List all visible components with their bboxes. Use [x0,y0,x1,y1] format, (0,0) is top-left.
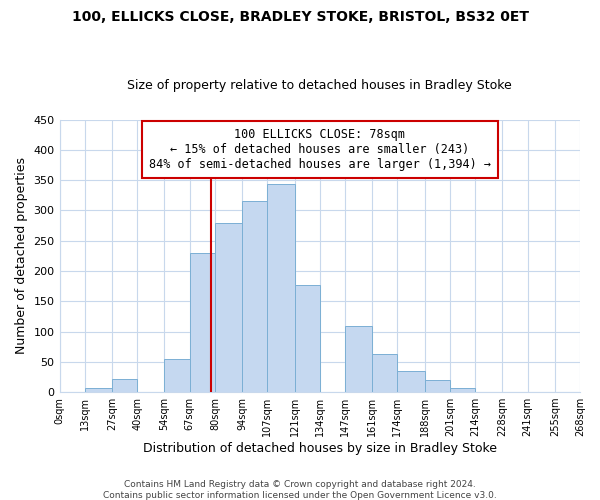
Bar [345,326,372,392]
Y-axis label: Number of detached properties: Number of detached properties [15,158,28,354]
Bar [190,253,215,392]
Bar [425,380,450,392]
Bar [215,222,242,392]
X-axis label: Distribution of detached houses by size in Bradley Stoke: Distribution of detached houses by size … [143,442,497,455]
Bar [164,359,190,392]
Text: Contains HM Land Registry data © Crown copyright and database right 2024.
Contai: Contains HM Land Registry data © Crown c… [103,480,497,500]
Bar [450,388,475,392]
Text: 100, ELLICKS CLOSE, BRADLEY STOKE, BRISTOL, BS32 0ET: 100, ELLICKS CLOSE, BRADLEY STOKE, BRIST… [71,10,529,24]
Bar [295,285,320,392]
Bar [242,202,268,392]
Text: 100 ELLICKS CLOSE: 78sqm
← 15% of detached houses are smaller (243)
84% of semi-: 100 ELLICKS CLOSE: 78sqm ← 15% of detach… [149,128,491,170]
Bar [112,379,137,392]
Bar [397,372,425,392]
Bar [372,354,397,392]
Bar [85,388,112,392]
Title: Size of property relative to detached houses in Bradley Stoke: Size of property relative to detached ho… [127,79,512,92]
Bar [268,184,295,392]
